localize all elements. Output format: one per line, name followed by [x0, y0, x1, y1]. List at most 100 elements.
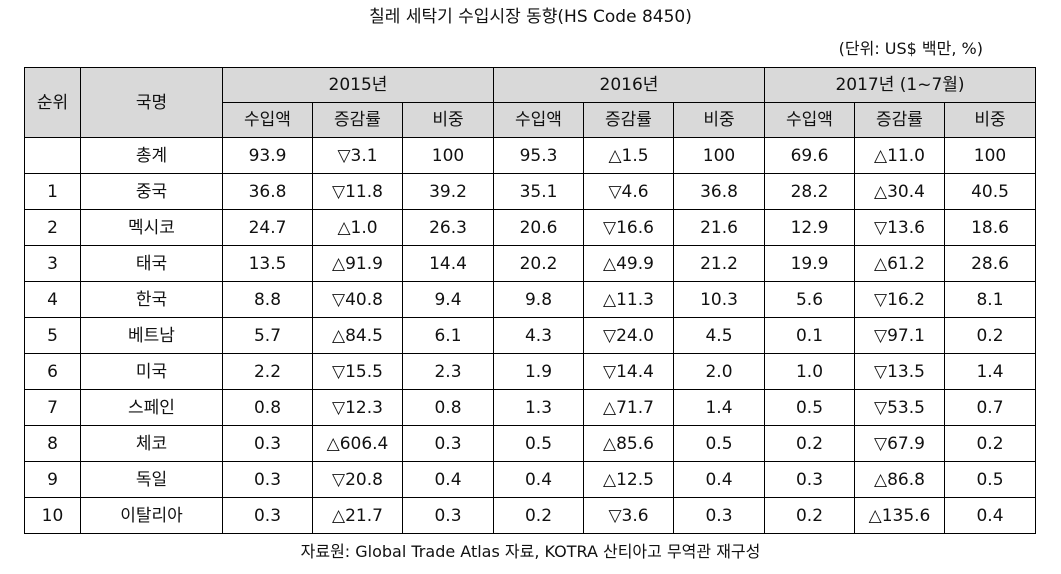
value-cell: 69.6 — [764, 137, 855, 174]
value-cell: 13.5 — [222, 245, 313, 282]
value-cell: △1.5 — [583, 137, 674, 174]
source-note: 자료원: Global Trade Atlas 자료, KOTRA 산티아고 무… — [300, 542, 761, 561]
value-cell: 0.5 — [764, 389, 855, 426]
rank-cell — [24, 137, 81, 174]
value-cell: △61.2 — [854, 245, 945, 282]
table-row: 10 이탈리아 0.3 △21.7 0.3 0.2 ▽3.6 0.3 0.2 △135.6 0.4 — [24, 497, 1037, 534]
value-cell: 2.3 — [402, 353, 494, 390]
value-cell: △84.5 — [312, 317, 403, 354]
header-share: 비중 — [673, 102, 765, 138]
table-row: 총계 93.9 ▽3.1 100 95.3 △1.5 100 69.6 △11.0 100 — [24, 137, 1037, 174]
value-cell: 0.3 — [222, 461, 313, 498]
value-cell: 35.1 — [493, 173, 584, 210]
value-cell: 39.2 — [402, 173, 494, 210]
value-cell: ▽11.8 — [312, 173, 403, 210]
value-cell: 0.1 — [764, 317, 855, 354]
value-cell: 4.5 — [673, 317, 765, 354]
value-cell: ▽97.1 — [854, 317, 945, 354]
header-share: 비중 — [943, 102, 1037, 138]
header-change-rate: 증감률 — [312, 102, 403, 138]
value-cell: ▽4.6 — [583, 173, 674, 210]
value-cell: 5.7 — [222, 317, 313, 354]
value-cell: 0.2 — [493, 497, 584, 534]
value-cell: 0.3 — [402, 425, 494, 462]
value-cell: ▽3.1 — [312, 137, 403, 174]
header-share: 비중 — [402, 102, 494, 138]
value-cell: 18.6 — [943, 209, 1037, 246]
value-cell: 40.5 — [943, 173, 1037, 210]
table-row: 4 한국 8.8 ▽40.8 9.4 9.8 △11.3 10.3 5.6 ▽16.2 8.1 — [24, 281, 1037, 318]
table-row: 2 멕시코 24.7 △1.0 26.3 20.6 ▽16.6 21.6 12.9 ▽13.6 18… — [24, 209, 1037, 246]
table-row: 7 스페인 0.8 ▽12.3 0.8 1.3 △71.7 1.4 0.5 ▽53.5 0.7 — [24, 389, 1037, 426]
value-cell: 0.3 — [222, 497, 313, 534]
rank-cell: 5 — [24, 317, 81, 354]
rank-cell: 8 — [24, 425, 81, 462]
value-cell: 36.8 — [222, 173, 313, 210]
value-cell: ▽12.3 — [312, 389, 403, 426]
value-cell: 10.3 — [673, 281, 765, 318]
header-year-2016: 2016년 — [493, 67, 765, 103]
value-cell: ▽13.5 — [854, 353, 945, 390]
header-rank: 순위 — [24, 67, 81, 138]
value-cell: ▽67.9 — [854, 425, 945, 462]
value-cell: 0.5 — [943, 461, 1037, 498]
value-cell: 14.4 — [402, 245, 494, 282]
import-table: 순위 국명 2015년 2016년 2017년 (1~7월) 수입액 증감률 비… — [24, 67, 1037, 534]
rank-cell: 9 — [24, 461, 81, 498]
rank-cell: 10 — [24, 497, 81, 534]
table-row: 8 체코 0.3 △606.4 0.3 0.5 △85.6 0.5 0.2 ▽67.9 0.2 — [24, 425, 1037, 462]
value-cell: 28.6 — [943, 245, 1037, 282]
value-cell: △11.0 — [854, 137, 945, 174]
value-cell: 12.9 — [764, 209, 855, 246]
table-row: 5 베트남 5.7 △84.5 6.1 4.3 ▽24.0 4.5 0.1 ▽97.1 0.2 — [24, 317, 1037, 354]
country-cell: 체코 — [80, 425, 223, 462]
value-cell: ▽16.2 — [854, 281, 945, 318]
header-year-2017: 2017년 (1~7월) — [763, 67, 1037, 103]
value-cell: 21.6 — [673, 209, 765, 246]
table-body: 총계 93.9 ▽3.1 100 95.3 △1.5 100 69.6 △11.0 100 1 중국 3… — [24, 137, 1037, 534]
country-cell: 태국 — [80, 245, 223, 282]
table-row: 1 중국 36.8 ▽11.8 39.2 35.1 ▽4.6 36.8 28.2 △30.4 40.… — [24, 173, 1037, 210]
country-cell: 베트남 — [80, 317, 223, 354]
value-cell: △11.3 — [583, 281, 674, 318]
value-cell: 0.5 — [493, 425, 584, 462]
value-cell: 1.4 — [943, 353, 1037, 390]
value-cell: 28.2 — [764, 173, 855, 210]
value-cell: △606.4 — [312, 425, 403, 462]
rank-cell: 6 — [24, 353, 81, 390]
value-cell: 0.8 — [402, 389, 494, 426]
table-title: 칠레 세탁기 수입시장 동향(HS Code 8450) — [369, 7, 692, 27]
value-cell: 4.3 — [493, 317, 584, 354]
rank-cell: 3 — [24, 245, 81, 282]
value-cell: 5.6 — [764, 281, 855, 318]
country-cell: 총계 — [80, 137, 223, 174]
header-import-value: 수입액 — [764, 102, 855, 138]
value-cell: 21.2 — [673, 245, 765, 282]
value-cell: 26.3 — [402, 209, 494, 246]
country-cell: 중국 — [80, 173, 223, 210]
country-cell: 독일 — [80, 461, 223, 498]
table-row: 6 미국 2.2 ▽15.5 2.3 1.9 ▽14.4 2.0 1.0 ▽13.5 1.4 — [24, 353, 1037, 390]
value-cell: 100 — [943, 137, 1037, 174]
unit-note: (단위: US$ 백만, %) — [838, 39, 983, 58]
value-cell: 1.3 — [493, 389, 584, 426]
table-row: 3 태국 13.5 △91.9 14.4 20.2 △49.9 21.2 19.9 △61.2 28… — [24, 245, 1037, 282]
rank-cell: 7 — [24, 389, 81, 426]
rank-cell: 1 — [24, 173, 81, 210]
table-row: 9 독일 0.3 ▽20.8 0.4 0.4 △12.5 0.4 0.3 △86.8 0.5 — [24, 461, 1037, 498]
value-cell: △12.5 — [583, 461, 674, 498]
rank-cell: 2 — [24, 209, 81, 246]
header-year-2015: 2015년 — [222, 67, 494, 103]
value-cell: △86.8 — [854, 461, 945, 498]
value-cell: 93.9 — [222, 137, 313, 174]
country-cell: 미국 — [80, 353, 223, 390]
value-cell: ▽13.6 — [854, 209, 945, 246]
value-cell: 0.3 — [402, 497, 494, 534]
rank-cell: 4 — [24, 281, 81, 318]
value-cell: ▽15.5 — [312, 353, 403, 390]
value-cell: 0.8 — [222, 389, 313, 426]
value-cell: ▽40.8 — [312, 281, 403, 318]
value-cell: 36.8 — [673, 173, 765, 210]
country-cell: 한국 — [80, 281, 223, 318]
value-cell: 0.3 — [673, 497, 765, 534]
